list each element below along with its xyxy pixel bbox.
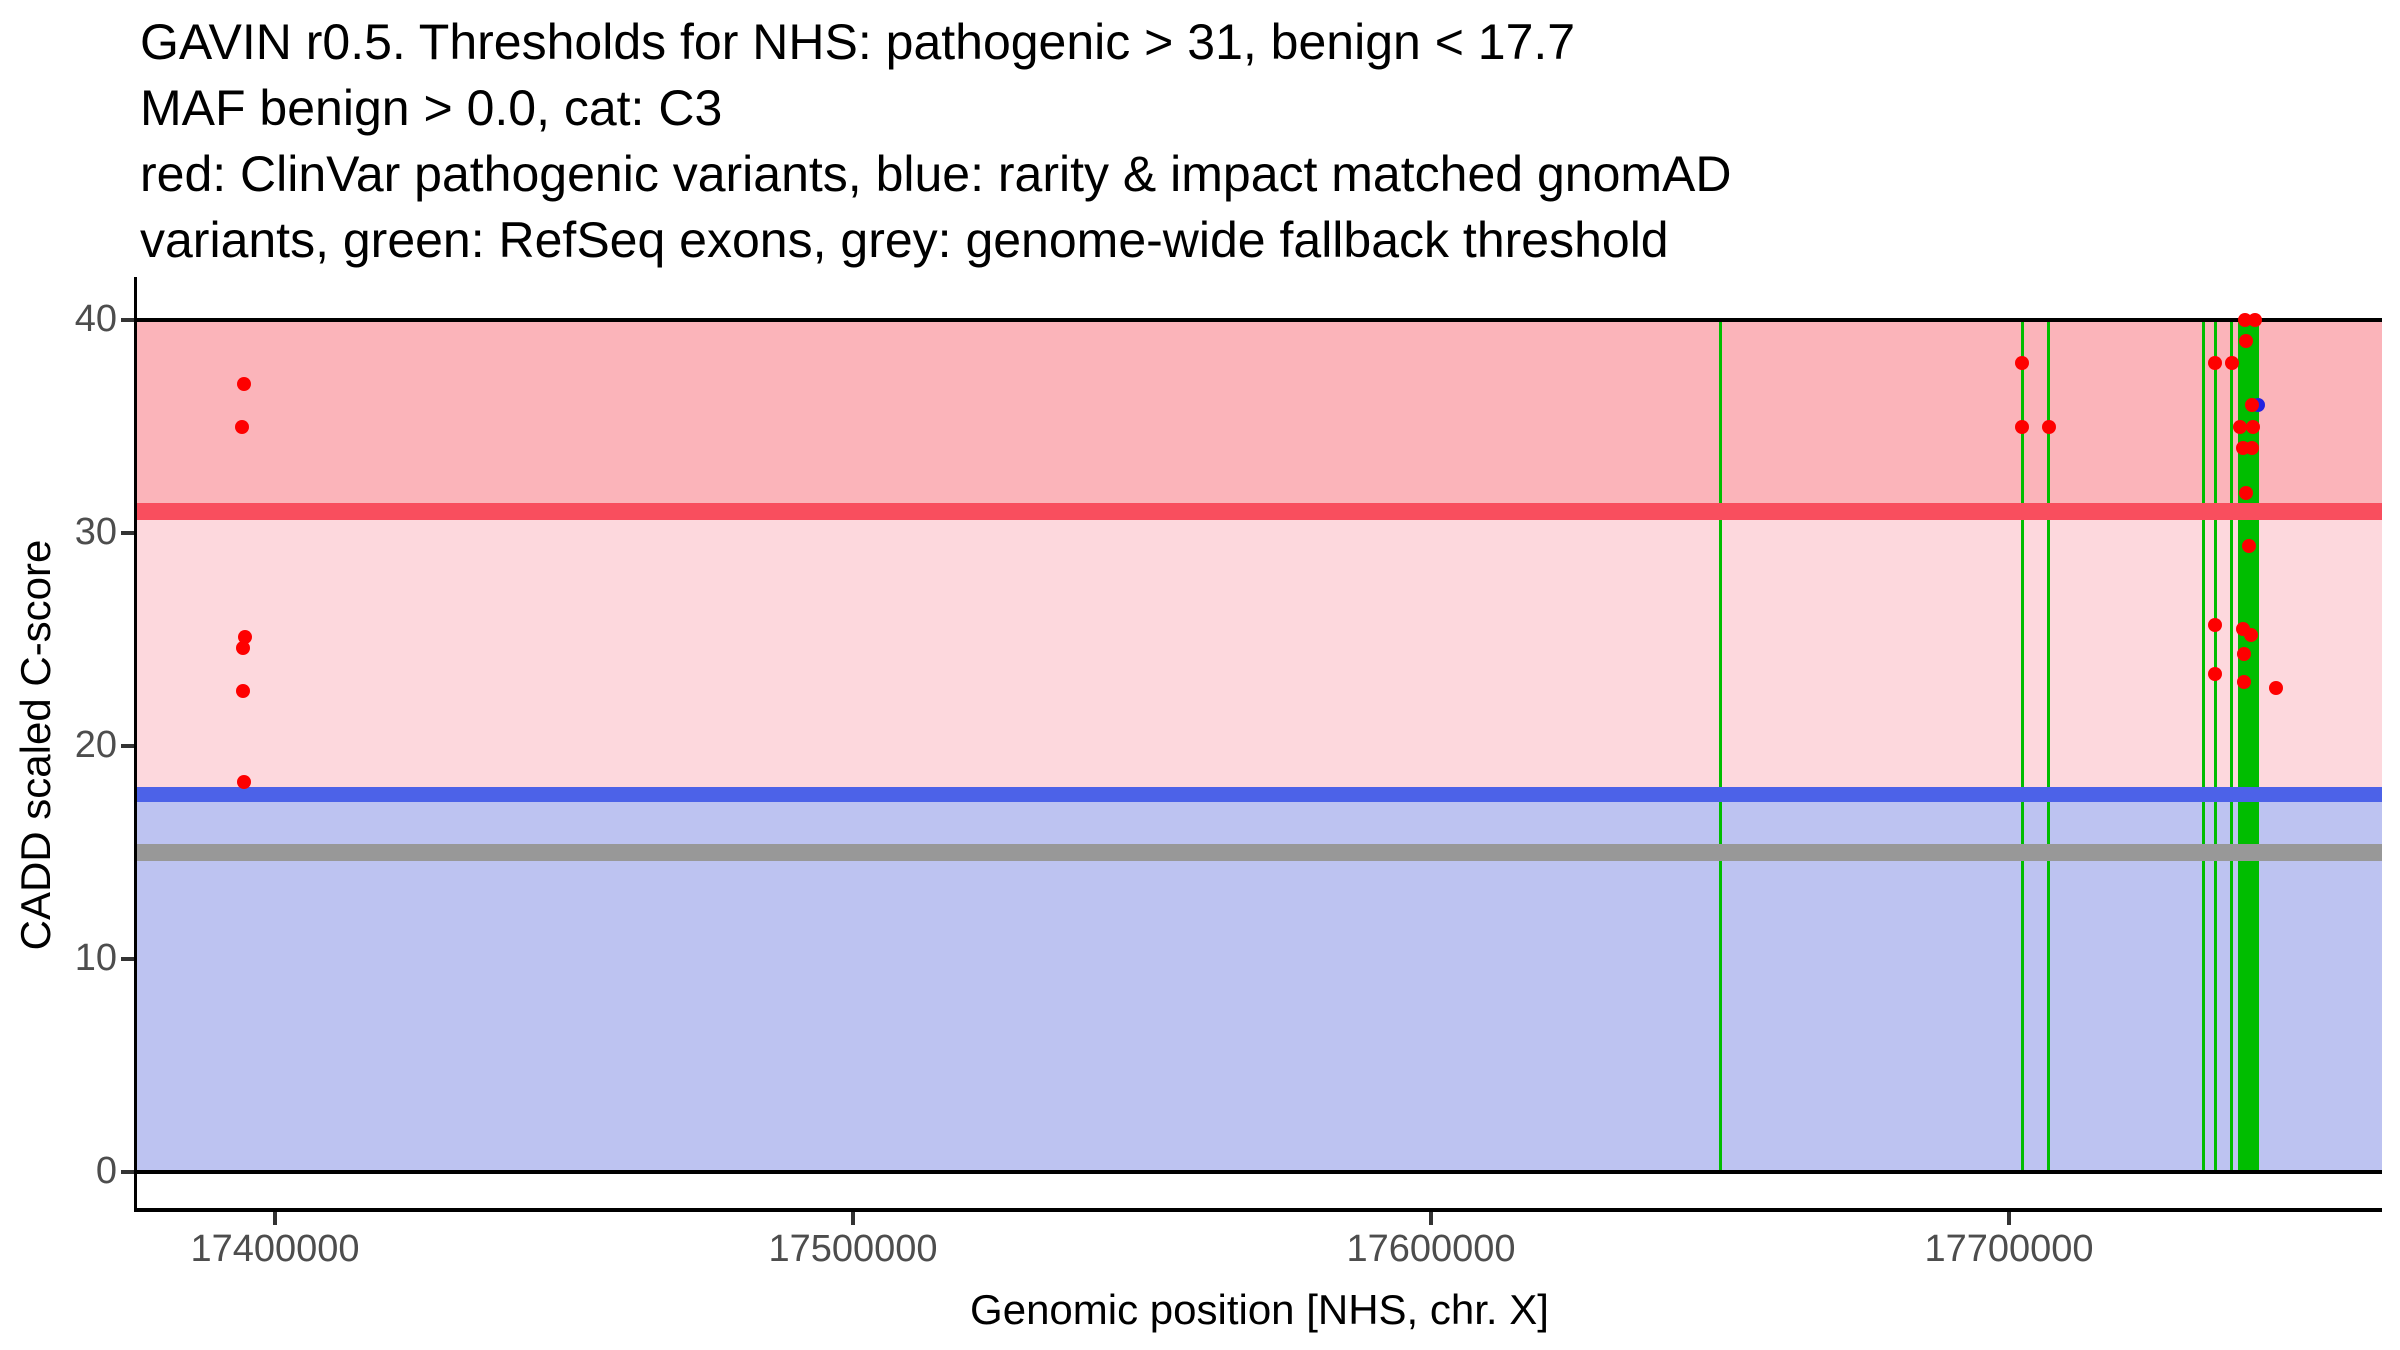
x-tick-mark [273, 1212, 277, 1225]
y-tick-label: 10 [74, 937, 117, 979]
y-tick-mark [121, 531, 134, 535]
data-point [236, 641, 251, 656]
x-axis-title: Genomic position [NHS, chr. X] [970, 1286, 1549, 1333]
x-tick-label: 17600000 [1346, 1228, 1516, 1270]
data-point [2224, 355, 2239, 370]
x-tick-mark [1429, 1212, 1433, 1225]
y-tick-mark [121, 744, 134, 748]
panel-bottom-line [137, 1170, 2382, 1174]
data-point [2208, 666, 2223, 681]
data-point [2238, 334, 2253, 349]
x-tick-label: 17500000 [768, 1228, 938, 1270]
x-tick-label: 17700000 [1924, 1228, 2094, 1270]
y-tick-label: 40 [74, 298, 117, 340]
plot-title-line-4: variants, green: RefSeq exons, grey: gen… [140, 212, 1669, 268]
zone-band [137, 511, 2382, 795]
exon-line [2213, 320, 2217, 1172]
data-point [2244, 628, 2259, 643]
data-point [236, 775, 251, 790]
plot-title-line-2: MAF benign > 0.0, cat: C3 [140, 80, 723, 136]
data-point [2015, 355, 2030, 370]
zone-band [137, 320, 2382, 512]
y-tick-label: 20 [74, 724, 117, 766]
x-tick-mark [2007, 1212, 2011, 1225]
x-axis-line [134, 1208, 2382, 1212]
y-tick-mark [121, 1170, 134, 1174]
exon-line [1718, 320, 1722, 1172]
data-point [2015, 419, 2030, 434]
pathogenic-threshold [137, 503, 2382, 521]
exon-line [2230, 320, 2234, 1172]
plot-title-line-3: red: ClinVar pathogenic variants, blue: … [140, 146, 1732, 202]
data-point [2244, 398, 2259, 413]
data-point [2237, 675, 2252, 690]
plot-panel [137, 277, 2382, 1213]
data-point [2237, 647, 2252, 662]
x-tick-label: 17400000 [190, 1228, 360, 1270]
exon-line [2020, 320, 2024, 1172]
y-axis-line [134, 277, 137, 1212]
data-point [235, 419, 250, 434]
plot-title-line-1: GAVIN r0.5. Thresholds for NHS: pathogen… [140, 14, 1576, 70]
data-point [2041, 419, 2056, 434]
data-point [2246, 419, 2261, 434]
data-point [2232, 419, 2247, 434]
data-point [2241, 538, 2256, 553]
exon-line [2256, 320, 2260, 1172]
data-point [236, 683, 251, 698]
y-tick-label: 30 [74, 511, 117, 553]
panel-top-line [137, 318, 2382, 322]
data-point [2247, 313, 2262, 327]
exon-block [2237, 320, 2256, 1172]
y-tick-label: 0 [95, 1150, 117, 1192]
data-point [2208, 355, 2223, 370]
data-point [2245, 440, 2260, 455]
exon-line [2201, 320, 2205, 1172]
x-tick-mark [851, 1212, 855, 1225]
exon-line [2047, 320, 2051, 1172]
data-point [2208, 617, 2223, 632]
y-tick-mark [121, 957, 134, 961]
benign-threshold [137, 787, 2382, 803]
data-point [236, 376, 251, 391]
plot-title: GAVIN r0.5. Thresholds for NHS: pathogen… [140, 9, 1731, 273]
y-tick-mark [121, 318, 134, 322]
data-point [2269, 681, 2284, 696]
data-point [237, 630, 252, 645]
genome-wide-fallback [137, 844, 2382, 861]
data-point [2238, 485, 2253, 500]
